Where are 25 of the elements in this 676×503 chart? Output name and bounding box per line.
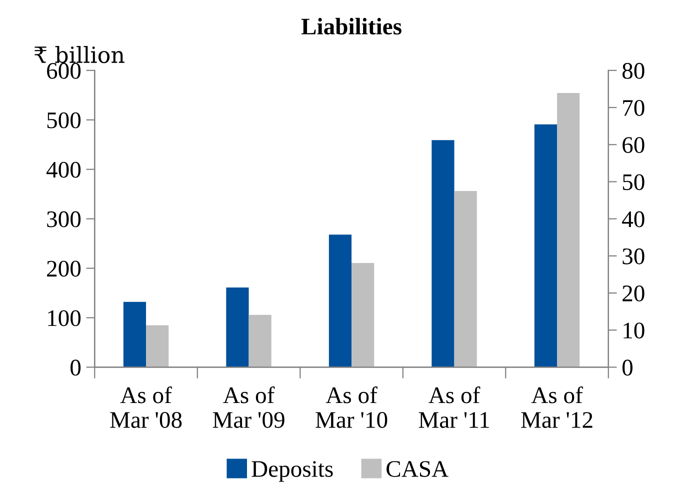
y-axis-title: ₹ billion xyxy=(34,46,124,64)
y2-tick-label: 70 xyxy=(623,100,644,116)
y2-tick-label: 80 xyxy=(622,62,644,79)
y-tick-label: 300 xyxy=(47,211,81,228)
x-tick-label: As of Mar '09 xyxy=(212,386,284,428)
y-tick-label: 200 xyxy=(47,260,81,277)
x-tick-label: As of Mar '12 xyxy=(521,386,592,428)
y2-tick-label: 0 xyxy=(622,360,632,376)
y-tick-label: 600 xyxy=(47,62,81,79)
chart-title: Liabilities xyxy=(301,18,402,35)
x-tick-label: As of Mar '08 xyxy=(110,386,182,428)
x-tick-label: As of Mar '11 xyxy=(418,386,489,428)
y2-tick-label: 20 xyxy=(622,285,644,302)
y2-tick-label: 30 xyxy=(622,248,644,264)
y2-tick-label: 50 xyxy=(622,174,644,190)
y-tick-label: 400 xyxy=(46,162,81,178)
y-tick-label: 500 xyxy=(47,112,81,128)
y2-tick-label: 10 xyxy=(624,322,644,339)
y2-tick-label: 40 xyxy=(622,211,644,228)
y-tick-label: 100 xyxy=(48,310,81,326)
x-tick-label: As of Mar '10 xyxy=(316,386,388,428)
legend-label: CASA xyxy=(386,461,448,477)
y-tick-label: 0 xyxy=(70,360,81,376)
legend-label: Deposits xyxy=(252,461,333,482)
y2-tick-label: 60 xyxy=(622,137,644,154)
